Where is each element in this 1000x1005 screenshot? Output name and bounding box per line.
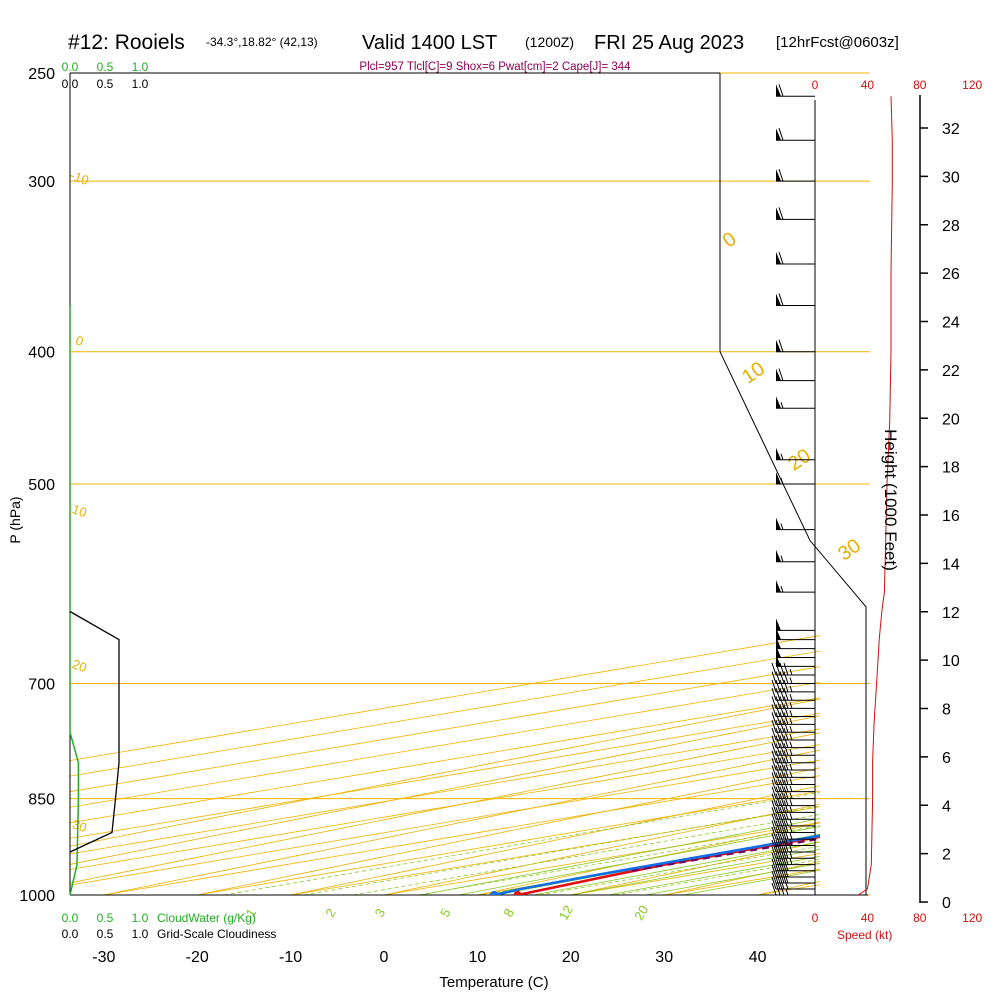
temperature-tick-label: -20 xyxy=(186,949,209,966)
pressure-tick-label: 850 xyxy=(28,792,55,809)
forecast-date: FRI 25 Aug 2023 xyxy=(594,32,744,54)
speed-tick-label-top: 0 xyxy=(812,78,819,92)
speed-tick-label-bottom: 0 xyxy=(812,911,819,925)
height-tick-label: 16 xyxy=(942,508,960,525)
height-tick-label: 20 xyxy=(942,411,960,428)
height-tick-label: 18 xyxy=(942,460,960,477)
height-tick-label: 0 xyxy=(942,895,951,912)
height-tick-label: 22 xyxy=(942,363,960,380)
temperature-axis-title: Temperature (C) xyxy=(439,974,548,991)
speed-tick-label-top: 40 xyxy=(861,78,875,92)
pressure-tick-label: 250 xyxy=(28,66,55,83)
cloudwater-tick-top: 0.5 xyxy=(97,60,114,74)
speed-tick-label-top: 80 xyxy=(913,78,927,92)
pressure-tick-label: 400 xyxy=(28,345,55,362)
height-tick-label: 8 xyxy=(942,702,951,719)
height-tick-label: 32 xyxy=(942,121,960,138)
speed-tick-label-top: 120 xyxy=(962,78,982,92)
forecast-run: [12hrFcst@0603z] xyxy=(776,34,899,51)
cloudwater-tick-top: 0.0 xyxy=(62,60,79,74)
pressure-tick-label: 500 xyxy=(28,477,55,494)
temperature-tick-label: 20 xyxy=(562,949,580,966)
cloudiness-tick-top: 0.0 xyxy=(62,77,79,91)
cloudwater-tick-bottom: 0.5 xyxy=(97,911,114,925)
station-coords: -34.3°,18.82° (42,13) xyxy=(206,35,318,49)
pressure-axis-title: P (hPa) xyxy=(7,496,23,543)
temperature-tick-label: 0 xyxy=(380,949,389,966)
speed-tick-label-bottom: 120 xyxy=(962,911,982,925)
temperature-tick-label: -30 xyxy=(92,949,115,966)
station-title: #12: Rooiels xyxy=(68,31,185,54)
height-tick-label: 12 xyxy=(942,605,960,622)
valid-time: Valid 1400 LST xyxy=(362,32,497,54)
pressure-tick-label: 1000 xyxy=(19,888,55,905)
stability-indices: Plcl=957 Tlcl[C]=9 Shox=6 Pwat[cm]=2 Cap… xyxy=(359,61,631,73)
cloudiness-tick-top: 0.5 xyxy=(97,77,114,91)
height-tick-label: 2 xyxy=(942,847,951,864)
height-tick-label: 14 xyxy=(942,556,960,573)
height-tick-label: 10 xyxy=(942,653,960,670)
cloudwater-tick-bottom: 0.0 xyxy=(62,911,79,925)
height-tick-label: 28 xyxy=(942,218,960,235)
cloudiness-tick-top: 1.0 xyxy=(132,77,149,91)
zulu-time: (1200Z) xyxy=(525,34,574,50)
pressure-tick-label: 700 xyxy=(28,677,55,694)
height-tick-label: 6 xyxy=(942,750,951,767)
cloudwater-label: CloudWater (g/Kg) xyxy=(157,911,256,925)
cloudiness-tick-bottom: 0.0 xyxy=(62,927,79,941)
cloudiness-tick-bottom: 0.5 xyxy=(97,927,114,941)
cloudwater-tick-bottom: 1.0 xyxy=(132,911,149,925)
speed-tick-label-bottom: 80 xyxy=(913,911,927,925)
height-tick-label: 30 xyxy=(942,169,960,186)
temperature-tick-label: 10 xyxy=(469,949,487,966)
temperature-tick-label: -10 xyxy=(279,949,302,966)
height-axis-title: Height (1000 Feet) xyxy=(881,429,900,571)
cloudiness-label: Grid-Scale Cloudiness xyxy=(157,927,276,941)
cloudiness-tick-bottom: 1.0 xyxy=(132,927,149,941)
speed-tick-label-bottom: 40 xyxy=(861,911,875,925)
height-tick-label: 24 xyxy=(942,315,960,332)
height-tick-label: 26 xyxy=(942,266,960,283)
pressure-tick-label: 300 xyxy=(28,174,55,191)
speed-axis-title: Speed (kt) xyxy=(837,928,892,942)
temperature-tick-label: 30 xyxy=(655,949,673,966)
height-tick-label: 4 xyxy=(942,798,951,815)
cloudwater-tick-top: 1.0 xyxy=(132,60,149,74)
temperature-tick-label: 40 xyxy=(749,949,767,966)
